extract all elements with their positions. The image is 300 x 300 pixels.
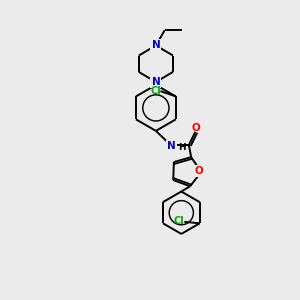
Text: O: O (194, 167, 203, 176)
Text: O: O (192, 123, 201, 133)
Text: N: N (152, 77, 160, 87)
Text: Cl: Cl (150, 86, 161, 96)
Text: N: N (167, 141, 176, 151)
Text: N: N (152, 40, 160, 50)
Text: H: H (178, 143, 185, 152)
Text: Cl: Cl (174, 216, 184, 226)
